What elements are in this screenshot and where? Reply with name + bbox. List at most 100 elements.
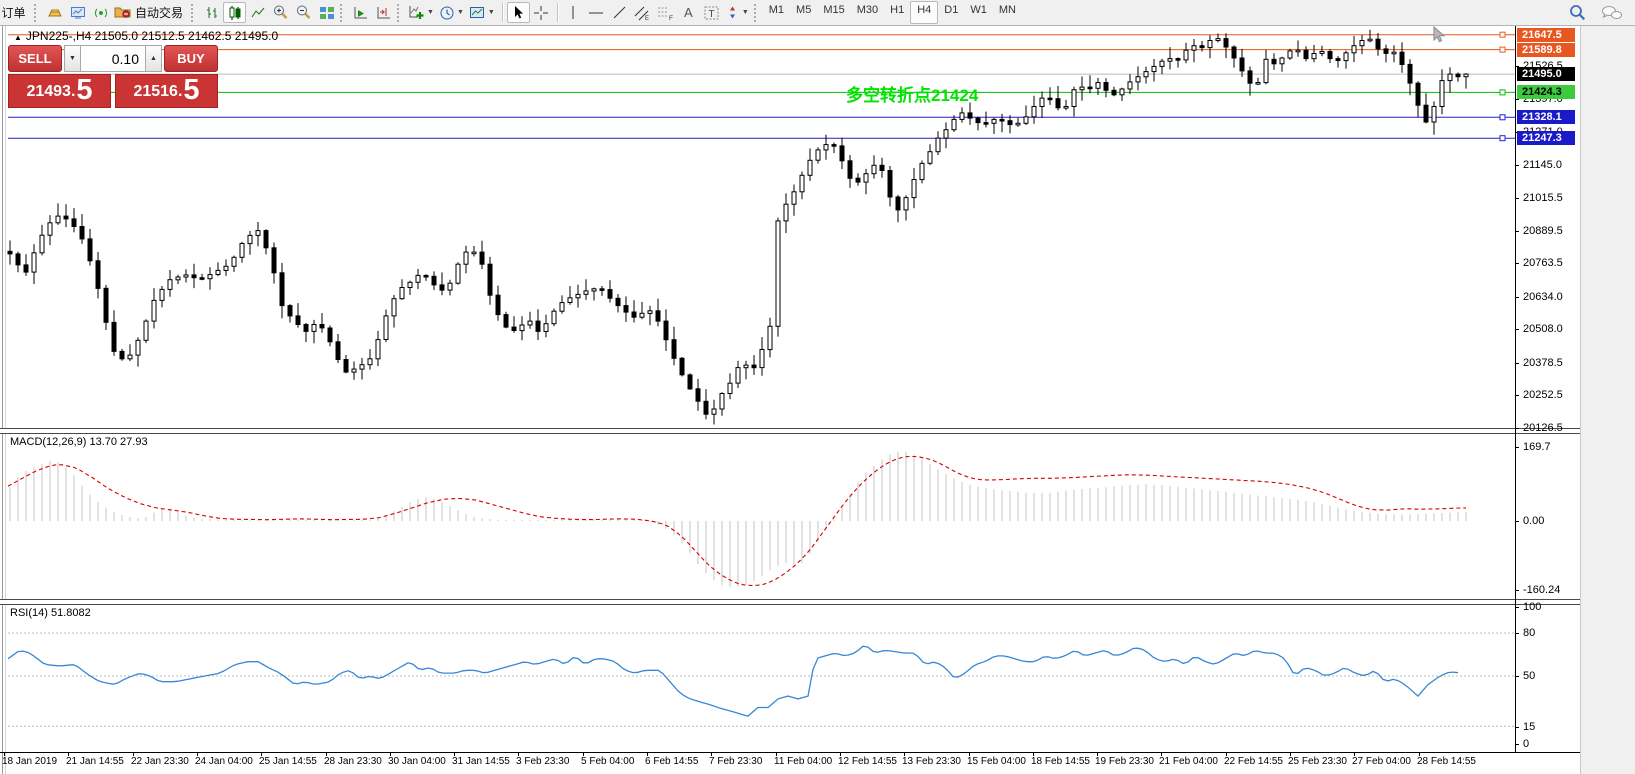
date-label: 24 Jan 04:00 (195, 756, 253, 767)
rsi-axis-label: 80 (1523, 627, 1536, 639)
rsi-label: RSI(14) 51.8082 (10, 607, 91, 619)
price-tick-label: 20634.0 (1523, 291, 1563, 303)
text-label-icon[interactable]: T (700, 2, 723, 23)
toolbar-groove (191, 3, 197, 22)
date-tick (840, 752, 841, 756)
arrows-icon[interactable]: ▼ (723, 2, 752, 23)
chart-shift-icon[interactable] (372, 2, 395, 23)
text-icon[interactable]: A (683, 5, 693, 20)
dropdown-caret[interactable]: ▼ (456, 9, 464, 16)
timeframe-button-W1[interactable]: W1 (970, 4, 987, 16)
toolbar-separator (501, 3, 503, 22)
volume-input[interactable] (81, 45, 145, 72)
crosshair-icon[interactable] (530, 2, 553, 23)
market-watch-icon[interactable] (66, 2, 89, 23)
macd-axis-tick (1515, 447, 1519, 448)
price-tick (1515, 263, 1519, 264)
date-tick (1097, 752, 1098, 756)
volume-increase-button[interactable]: ▲ (145, 45, 162, 72)
price-tick-label: 20889.5 (1523, 225, 1563, 237)
price-pane[interactable] (6, 26, 1515, 428)
date-tick (454, 752, 455, 756)
date-tick (1161, 752, 1162, 756)
indicators-add-icon[interactable]: ▼ (406, 2, 437, 23)
templates-icon[interactable]: ▼ (467, 2, 498, 23)
sell-price[interactable]: 21493. 5 (8, 74, 111, 108)
pane-splitter[interactable] (0, 428, 1580, 434)
dropdown-caret[interactable]: ▼ (487, 9, 495, 16)
date-tick (68, 752, 69, 756)
rsi-pane[interactable] (6, 604, 1515, 752)
date-label: 19 Feb 23:30 (1095, 756, 1154, 767)
dropdown-caret[interactable]: ▼ (741, 9, 749, 16)
rsi-axis-tick (1515, 676, 1519, 677)
svg-text:E: E (645, 16, 649, 21)
equidistant-channel-icon[interactable]: E (631, 2, 654, 23)
time-axis-line (0, 752, 1580, 753)
buy-button[interactable]: BUY (164, 45, 218, 72)
date-tick (326, 752, 327, 756)
signals-icon[interactable] (89, 2, 112, 23)
timeframe-button-H1[interactable]: H1 (890, 4, 905, 16)
date-tick (133, 752, 134, 756)
date-tick (969, 752, 970, 756)
gold-ingot-icon[interactable] (43, 2, 66, 23)
right-gutter (1580, 26, 1635, 774)
date-label: 21 Jan 14:55 (66, 756, 124, 767)
horizontal-line-icon[interactable] (585, 2, 608, 23)
search-icon[interactable] (1566, 2, 1589, 23)
macd-axis-label: 0.00 (1523, 515, 1545, 527)
date-tick (390, 752, 391, 756)
new-order-button[interactable]: 订单 (1, 6, 26, 20)
price-tick (1515, 66, 1519, 67)
zoom-in-icon[interactable] (269, 2, 292, 23)
autotrading-button[interactable]: 自动交易 (112, 2, 189, 23)
date-label: 13 Feb 23:30 (902, 756, 961, 767)
candlestick-chart-icon[interactable] (223, 2, 247, 23)
timeframe-button-H4[interactable]: H4 (910, 1, 939, 24)
fibonacci-icon[interactable]: F (654, 2, 677, 23)
date-tick (1290, 752, 1291, 756)
date-label: 5 Feb 04:00 (581, 756, 635, 767)
buy-price[interactable]: 21516. 5 (115, 74, 218, 108)
price-level-badge: 21589.8 (1517, 43, 1575, 57)
volume-decrease-button[interactable]: ▼ (64, 45, 81, 72)
date-label: 11 Feb 04:00 (774, 756, 833, 767)
date-tick (197, 752, 198, 756)
line-chart-icon[interactable] (246, 2, 269, 23)
vertical-line-icon[interactable] (562, 2, 585, 23)
toolbar-separator (556, 3, 558, 22)
timeframe-button-M30[interactable]: M30 (856, 4, 879, 16)
timeframe-button-MN[interactable]: MN (998, 4, 1016, 16)
date-label: 22 Feb 14:55 (1224, 756, 1283, 767)
zoom-out-icon[interactable] (292, 2, 315, 23)
pane-splitter[interactable] (0, 599, 1580, 605)
toolbar-groove (397, 3, 403, 22)
periods-clock-icon[interactable]: ▼ (437, 2, 467, 23)
timeframe-button-D1[interactable]: D1 (944, 4, 959, 16)
price-tick (1515, 231, 1519, 232)
price-tick-label: 20763.5 (1523, 257, 1563, 269)
price-tick (1515, 165, 1519, 166)
ohlc-bars-icon[interactable] (200, 2, 223, 23)
price-level-badge: 21328.1 (1517, 110, 1575, 124)
macd-pane[interactable] (6, 433, 1515, 600)
dropdown-caret[interactable]: ▼ (427, 9, 434, 16)
chat-icon[interactable] (1599, 2, 1625, 23)
cursor-arrow-icon[interactable] (506, 2, 530, 23)
timeframe-button-M1[interactable]: M1 (768, 4, 785, 16)
timeframe-button-M15[interactable]: M15 (823, 4, 845, 16)
date-label: 12 Feb 14:55 (838, 756, 897, 767)
main-toolbar: 订单 自动交易 ▼ ▼ ▼ E F A T ▼ M1 (0, 0, 1635, 26)
auto-scroll-icon[interactable] (349, 2, 372, 23)
sell-button[interactable]: SELL (8, 45, 62, 72)
chart-title: ▲ JPN225-,H4 21505.0 21512.5 21462.5 2149… (14, 29, 279, 43)
tile-windows-icon[interactable] (315, 2, 338, 23)
toolbar-groove (753, 3, 760, 22)
price-tick (1515, 428, 1519, 429)
trendline-icon[interactable] (608, 2, 631, 23)
price-level-badge: 21647.5 (1517, 28, 1575, 42)
toolbar-groove (34, 3, 40, 22)
date-label: 6 Feb 14:55 (645, 756, 699, 767)
timeframe-button-M5[interactable]: M5 (796, 4, 812, 16)
